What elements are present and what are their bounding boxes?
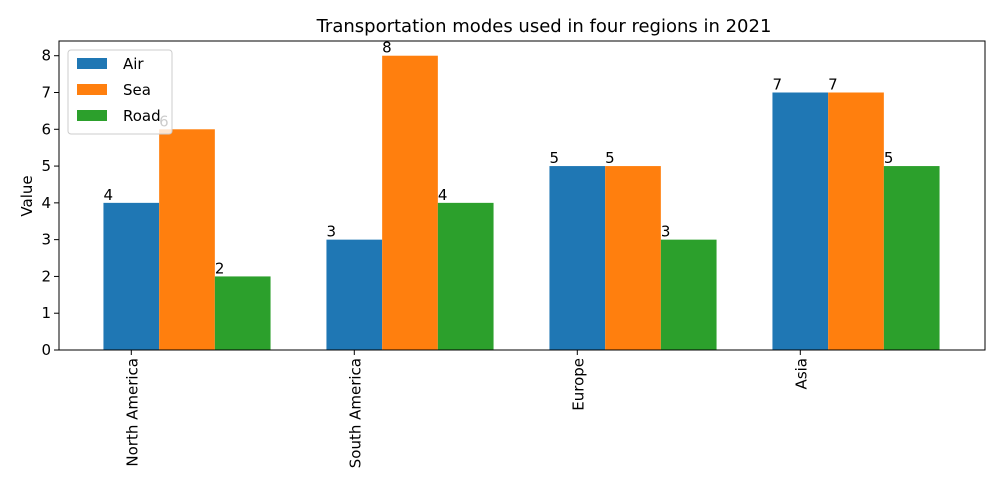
y-tick-label: 7 <box>41 84 51 102</box>
data-label-road-2: 3 <box>661 223 671 241</box>
bar-air-1 <box>326 239 383 350</box>
legend-swatch-road <box>77 110 107 121</box>
data-label-air-2: 5 <box>549 149 559 167</box>
legend-label-air: Air <box>123 55 144 73</box>
bar-air-3 <box>772 92 829 350</box>
y-tick-label: 6 <box>41 120 51 138</box>
y-tick-label: 2 <box>41 267 51 285</box>
y-tick-label: 0 <box>41 341 51 359</box>
data-label-air-3: 7 <box>772 76 782 94</box>
y-axis-label: Value <box>18 175 36 216</box>
bars-group <box>103 55 940 350</box>
bar-road-2 <box>660 239 717 350</box>
legend-swatch-sea <box>77 84 107 95</box>
y-tick-label: 4 <box>41 194 51 212</box>
legend-label-road: Road <box>123 107 161 125</box>
bar-road-3 <box>883 166 940 350</box>
data-label-road-1: 4 <box>438 186 448 204</box>
y-tick-label: 5 <box>41 157 51 175</box>
bar-road-1 <box>437 202 494 350</box>
legend-label-sea: Sea <box>123 81 151 99</box>
data-label-sea-3: 7 <box>828 76 838 94</box>
bar-air-0 <box>103 202 160 350</box>
y-tick-label: 3 <box>41 231 51 249</box>
chart-title: Transportation modes used in four region… <box>316 16 772 37</box>
bar-sea-3 <box>828 92 884 350</box>
plot-frame <box>58 40 986 351</box>
data-label-air-1: 3 <box>326 223 336 241</box>
bar-air-2 <box>549 166 606 350</box>
y-tick-label: 1 <box>41 304 51 322</box>
legend-swatch-air <box>77 58 107 69</box>
bar-sea-1 <box>382 55 438 350</box>
x-tick-label: North America <box>123 358 141 467</box>
y-tick-label: 8 <box>41 47 51 65</box>
bar-sea-2 <box>605 166 661 350</box>
x-tick-label: Europe <box>569 358 587 411</box>
data-label-sea-1: 8 <box>382 39 392 57</box>
bar-sea-0 <box>159 129 215 350</box>
x-tick-label: South America <box>346 358 364 468</box>
bar-road-0 <box>214 276 271 350</box>
data-label-air-0: 4 <box>103 186 113 204</box>
data-label-sea-2: 5 <box>605 149 615 167</box>
x-tick-label: Asia <box>792 358 810 389</box>
data-label-road-0: 2 <box>215 259 225 277</box>
x-axis: North America South America Europe Asia <box>123 350 810 468</box>
legend: Air Sea Road <box>67 49 173 135</box>
data-label-road-3: 5 <box>884 149 894 167</box>
y-axis: 0 1 2 3 4 5 6 7 8 <box>41 47 59 359</box>
